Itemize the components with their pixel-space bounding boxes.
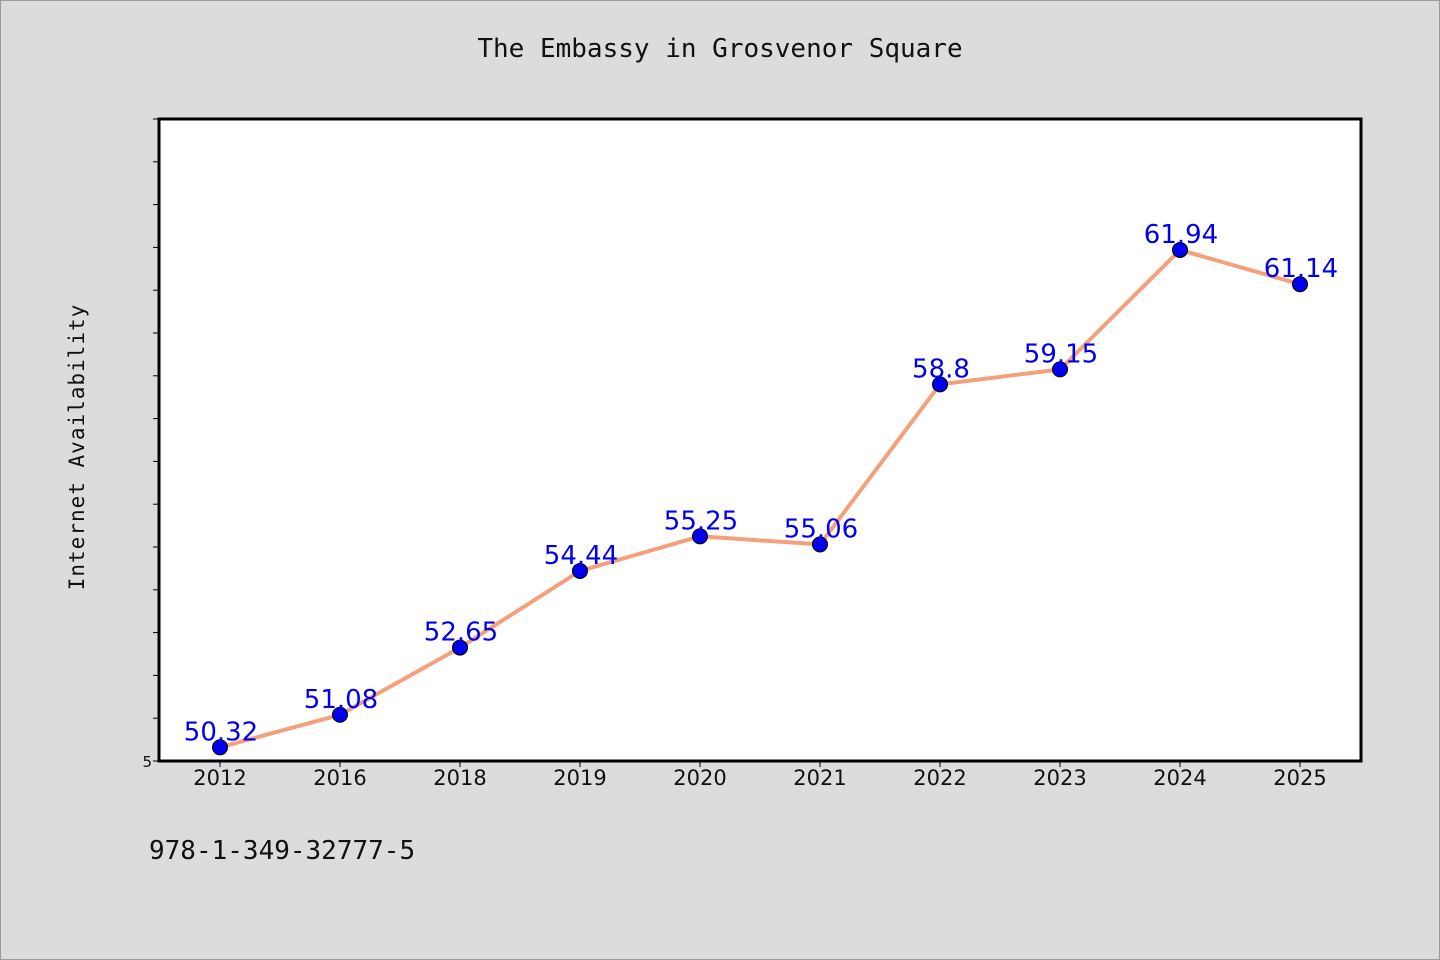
data-label: 54.44 (544, 541, 618, 571)
data-label: 61.14 (1264, 254, 1338, 284)
x-tick-label: 2018 (433, 766, 486, 790)
isbn-footnote: 978-1-349-32777-5 (149, 836, 416, 866)
data-point (1292, 276, 1308, 293)
data-point (812, 536, 828, 553)
data-label: 52.65 (424, 618, 498, 648)
data-point (1052, 361, 1068, 378)
x-tick-label: 2019 (553, 766, 606, 790)
data-label: 55.06 (784, 514, 858, 544)
x-tick-label: 2012 (193, 766, 246, 790)
data-point (212, 739, 228, 756)
x-tick-label: 2022 (913, 766, 966, 790)
x-tick-label: 2025 (1273, 766, 1326, 790)
x-tick-label: 2021 (793, 766, 846, 790)
data-point (932, 376, 948, 393)
data-label: 51.08 (304, 685, 378, 715)
plot-area (157, 117, 1363, 763)
data-point (332, 706, 348, 723)
chart-title: The Embassy in Grosvenor Square (477, 34, 963, 64)
data-point (692, 528, 708, 545)
data-label: 61.94 (1144, 220, 1218, 250)
data-label: 50.32 (184, 717, 258, 747)
data-label: 55.25 (664, 506, 738, 536)
data-point (1172, 241, 1188, 258)
x-tick-label: 2020 (673, 766, 726, 790)
data-label: 59.15 (1024, 339, 1098, 369)
data-point (452, 639, 468, 656)
x-tick-label: 2024 (1153, 766, 1206, 790)
data-point (572, 562, 588, 579)
x-tick-label: 2016 (313, 766, 366, 790)
data-label: 58.8 (912, 354, 970, 384)
x-tick-label: 2023 (1033, 766, 1086, 790)
y-tick-label: 5 (142, 753, 152, 771)
series-line (218, 247, 1302, 750)
